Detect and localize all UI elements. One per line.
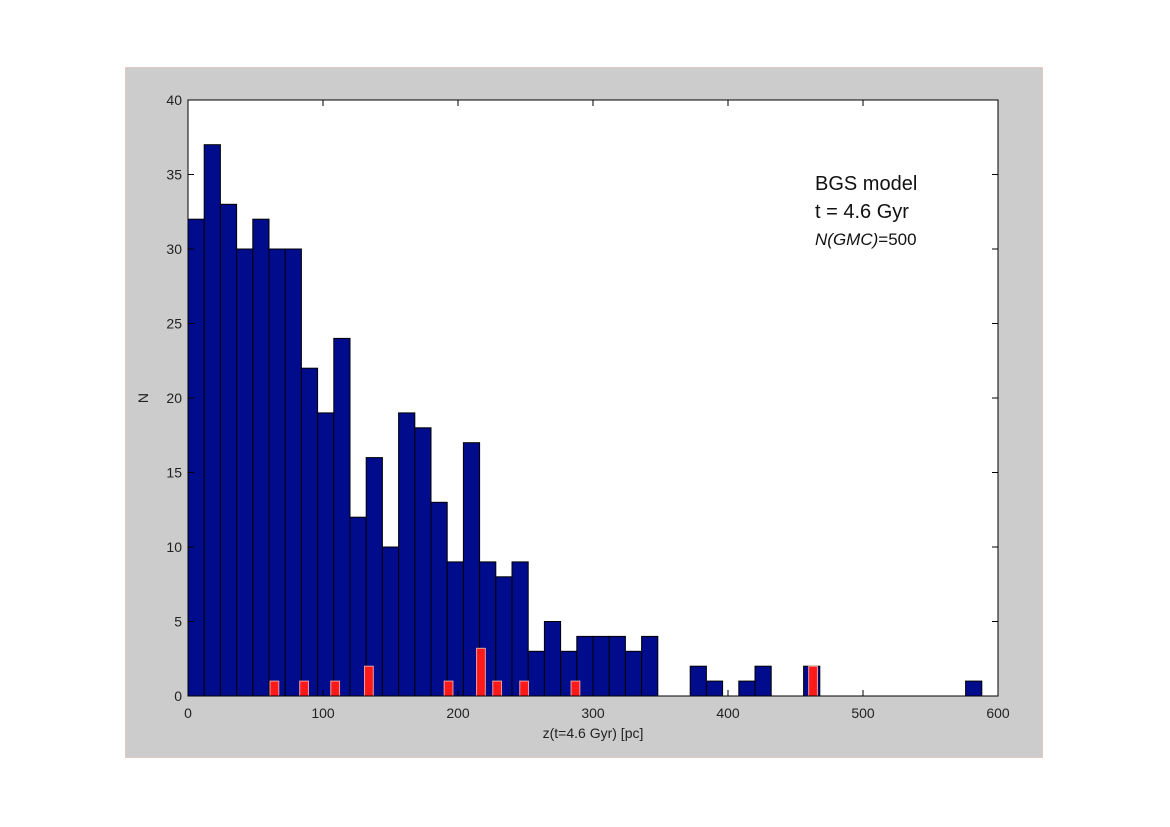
- red-bar: [570, 680, 581, 697]
- y-tick-label: 10: [166, 539, 182, 555]
- blue-bar: [252, 218, 270, 697]
- blue-bar: [430, 501, 448, 697]
- red-bar: [299, 680, 309, 697]
- blue-bar: [398, 412, 416, 697]
- blue-bar: [965, 680, 983, 697]
- x-tick-label: 200: [446, 705, 470, 721]
- blue-bar: [236, 248, 254, 697]
- blue-bar: [624, 650, 643, 697]
- blue-bar: [414, 427, 432, 697]
- blue-bar: [705, 680, 724, 697]
- blue-bar: [543, 621, 562, 697]
- x-tick-label: 400: [716, 705, 740, 721]
- red-bar: [492, 680, 503, 697]
- blue-bar: [446, 561, 464, 697]
- annotation-time: t = 4.6 Gyr: [815, 201, 909, 223]
- blue-bar: [608, 635, 626, 697]
- x-axis-label: z(t=4.6 Gyr) [pc]: [543, 725, 644, 741]
- blue-bar: [738, 680, 756, 697]
- y-tick-label: 20: [166, 390, 182, 406]
- blue-bar: [527, 650, 545, 697]
- y-tick-label: 35: [166, 167, 182, 183]
- blue-bar: [187, 218, 205, 697]
- blue-bar: [592, 635, 610, 697]
- blue-bar: [365, 457, 383, 697]
- red-bar: [330, 680, 341, 697]
- red-bar: [808, 665, 818, 697]
- x-tick-label: 100: [311, 705, 335, 721]
- blue-bar: [300, 367, 319, 697]
- x-tick-label: 600: [986, 705, 1010, 721]
- y-tick-label: 15: [166, 465, 182, 481]
- blue-bar: [349, 516, 367, 697]
- red-series-bars: [269, 647, 818, 697]
- annotation-ngmc-italic: N(GMC): [815, 230, 878, 249]
- blue-bar: [284, 248, 302, 697]
- y-tick-label: 40: [166, 92, 182, 108]
- blue-bar: [268, 248, 286, 697]
- x-axis-ticks: 0 100 200 300 400 500 600: [184, 100, 1010, 721]
- blue-bar: [689, 665, 707, 697]
- blue-bar: [317, 412, 335, 697]
- annotation-model: BGS model: [815, 173, 917, 195]
- x-tick-label: 500: [851, 705, 875, 721]
- y-tick-label: 5: [174, 614, 182, 630]
- y-tick-label: 30: [166, 241, 182, 257]
- blue-bar: [495, 576, 513, 697]
- blue-bar: [219, 203, 238, 697]
- y-axis-label: N: [135, 393, 151, 403]
- red-bar: [476, 647, 486, 697]
- y-tick-label: 25: [166, 316, 182, 332]
- red-bar: [519, 680, 530, 697]
- red-bar: [364, 665, 374, 697]
- x-tick-label: 300: [581, 705, 605, 721]
- blue-bar: [333, 337, 351, 697]
- annotation-ngmc-value: =500: [878, 230, 916, 249]
- blue-bar: [641, 635, 659, 697]
- x-tick-label: 0: [184, 705, 192, 721]
- red-bar: [269, 680, 280, 697]
- annotation-ngmc: N(GMC)=500: [815, 230, 917, 249]
- y-axis-ticks: 0 5 10 15 20 25 30 35 40: [166, 92, 998, 704]
- blue-bar: [203, 144, 221, 697]
- red-bar: [443, 680, 454, 697]
- y-tick-label: 0: [174, 688, 182, 704]
- blue-series-bars: [187, 144, 983, 697]
- blue-bar: [381, 546, 400, 697]
- blue-bar: [511, 561, 529, 697]
- blue-bar: [754, 665, 772, 697]
